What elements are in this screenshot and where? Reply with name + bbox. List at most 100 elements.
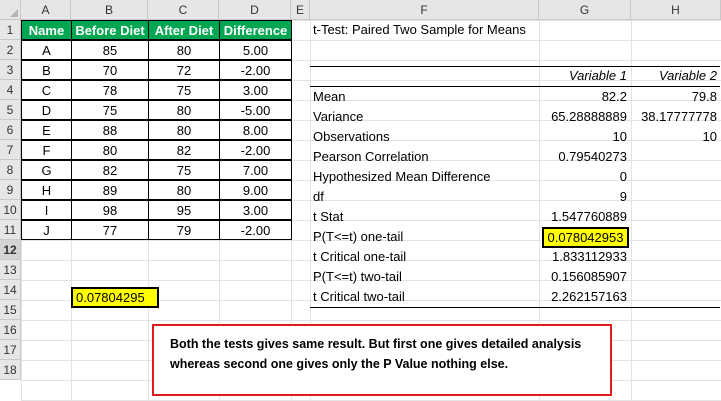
name-cell[interactable]: D	[21, 100, 72, 120]
row-header[interactable]: 13	[0, 260, 21, 280]
name-cell[interactable]: H	[21, 180, 72, 200]
name-cell[interactable]: B	[21, 60, 72, 80]
row-header[interactable]: 6	[0, 120, 21, 140]
one-tail-p-value-highlight[interactable]: 0.078042953	[542, 227, 629, 248]
row-header[interactable]: 14	[0, 280, 21, 300]
variable-2-value[interactable]: 79.8	[691, 89, 717, 104]
row-header[interactable]: 1	[0, 20, 21, 40]
after-diet-cell[interactable]: 95	[148, 200, 220, 220]
after-diet-cell[interactable]: 80	[148, 180, 220, 200]
table-header-before-diet[interactable]: Before Diet	[71, 20, 149, 40]
variable-1-value[interactable]: 2.262157163	[551, 289, 627, 304]
variable-2-header[interactable]: Variable 2	[658, 68, 717, 83]
name-cell[interactable]: E	[21, 120, 72, 140]
name-cell[interactable]: I	[21, 200, 72, 220]
after-diet-cell[interactable]: 80	[148, 40, 220, 60]
variable-2-value[interactable]	[631, 227, 721, 247]
row-header[interactable]: 3	[0, 60, 21, 80]
column-header-e[interactable]: E	[291, 0, 310, 20]
column-header-h[interactable]: H	[631, 0, 721, 20]
row-header[interactable]: 8	[0, 160, 21, 180]
variable-2-value[interactable]	[631, 247, 721, 267]
stat-label[interactable]: P(T<=t) one-tail	[313, 229, 404, 244]
name-cell[interactable]: G	[21, 160, 72, 180]
variable-2-value[interactable]	[631, 167, 721, 187]
variable-2-value[interactable]	[631, 147, 721, 167]
variable-1-value[interactable]: 0	[619, 169, 627, 184]
difference-cell[interactable]: 9.00	[219, 180, 292, 200]
before-diet-cell[interactable]: 82	[71, 160, 149, 180]
stat-label[interactable]: Mean	[313, 89, 346, 104]
stat-label[interactable]: Variance	[313, 109, 364, 124]
column-header-b[interactable]: B	[71, 0, 148, 20]
variable-1-value[interactable]: 0.156085907	[551, 269, 627, 284]
name-cell[interactable]: J	[21, 220, 72, 240]
stat-label[interactable]: Observations	[313, 129, 390, 144]
difference-cell[interactable]: 7.00	[219, 160, 292, 180]
column-header-d[interactable]: D	[219, 0, 291, 20]
column-header-g[interactable]: G	[539, 0, 631, 20]
variable-2-value[interactable]	[631, 187, 721, 207]
before-diet-cell[interactable]: 89	[71, 180, 149, 200]
after-diet-cell[interactable]: 75	[148, 80, 220, 100]
before-diet-cell[interactable]: 80	[71, 140, 149, 160]
table-header-after-diet[interactable]: After Diet	[148, 20, 220, 40]
after-diet-cell[interactable]: 80	[148, 100, 220, 120]
row-header[interactable]: 18	[0, 360, 21, 380]
variable-2-value[interactable]	[631, 267, 721, 287]
stat-label[interactable]: df	[313, 189, 324, 204]
row-header[interactable]: 9	[0, 180, 21, 200]
table-header-name[interactable]: Name	[21, 20, 72, 40]
row-header[interactable]: 10	[0, 200, 21, 220]
difference-cell[interactable]: 3.00	[219, 80, 292, 100]
ttest-title[interactable]: t-Test: Paired Two Sample for Means	[313, 22, 526, 37]
difference-cell[interactable]: -2.00	[219, 220, 292, 240]
before-diet-cell[interactable]: 70	[71, 60, 149, 80]
before-diet-cell[interactable]: 78	[71, 80, 149, 100]
row-header[interactable]: 11	[0, 220, 21, 240]
stat-label[interactable]: t Critical two-tail	[313, 289, 405, 304]
difference-cell[interactable]: 3.00	[219, 200, 292, 220]
ttest-function-result[interactable]: 0.07804295	[71, 287, 159, 308]
row-header[interactable]: 15	[0, 300, 21, 320]
before-diet-cell[interactable]: 77	[71, 220, 149, 240]
name-cell[interactable]: F	[21, 140, 72, 160]
difference-cell[interactable]: 5.00	[219, 40, 292, 60]
variable-2-value[interactable]	[631, 207, 721, 227]
after-diet-cell[interactable]: 75	[148, 160, 220, 180]
row-header[interactable]: 16	[0, 320, 21, 340]
variable-2-value[interactable]: 38.17777778	[641, 109, 717, 124]
before-diet-cell[interactable]: 88	[71, 120, 149, 140]
difference-cell[interactable]: 8.00	[219, 120, 292, 140]
select-all-corner[interactable]	[0, 0, 21, 20]
difference-cell[interactable]: -2.00	[219, 140, 292, 160]
difference-cell[interactable]: -2.00	[219, 60, 292, 80]
variable-1-value[interactable]: 82.2	[601, 89, 627, 104]
row-header[interactable]: 4	[0, 80, 21, 100]
stat-label[interactable]: t Critical one-tail	[313, 249, 407, 264]
difference-cell[interactable]: -5.00	[219, 100, 292, 120]
variable-1-header[interactable]: Variable 1	[568, 68, 627, 83]
after-diet-cell[interactable]: 80	[148, 120, 220, 140]
column-header-c[interactable]: C	[148, 0, 219, 20]
variable-1-value[interactable]: 0.79540273	[558, 149, 627, 164]
variable-1-value[interactable]: 1.833112933	[552, 249, 627, 264]
row-header-selected[interactable]: 12	[0, 240, 21, 260]
stat-label[interactable]: Hypothesized Mean Difference	[313, 169, 491, 184]
row-header[interactable]: 5	[0, 100, 21, 120]
before-diet-cell[interactable]: 75	[71, 100, 149, 120]
column-header-f[interactable]: F	[310, 0, 539, 20]
variable-1-value[interactable]: 9	[619, 189, 627, 204]
after-diet-cell[interactable]: 82	[148, 140, 220, 160]
stat-label[interactable]: Pearson Correlation	[313, 149, 429, 164]
stat-label[interactable]: P(T<=t) two-tail	[313, 269, 402, 284]
stat-label[interactable]: t Stat	[313, 209, 344, 224]
after-diet-cell[interactable]: 72	[148, 60, 220, 80]
variable-1-value[interactable]: 65.28888889	[551, 109, 627, 124]
column-header-a[interactable]: A	[21, 0, 71, 20]
variable-2-value[interactable]	[631, 287, 721, 307]
row-header[interactable]: 17	[0, 340, 21, 360]
row-header[interactable]: 2	[0, 40, 21, 60]
after-diet-cell[interactable]: 79	[148, 220, 220, 240]
before-diet-cell[interactable]: 85	[71, 40, 149, 60]
